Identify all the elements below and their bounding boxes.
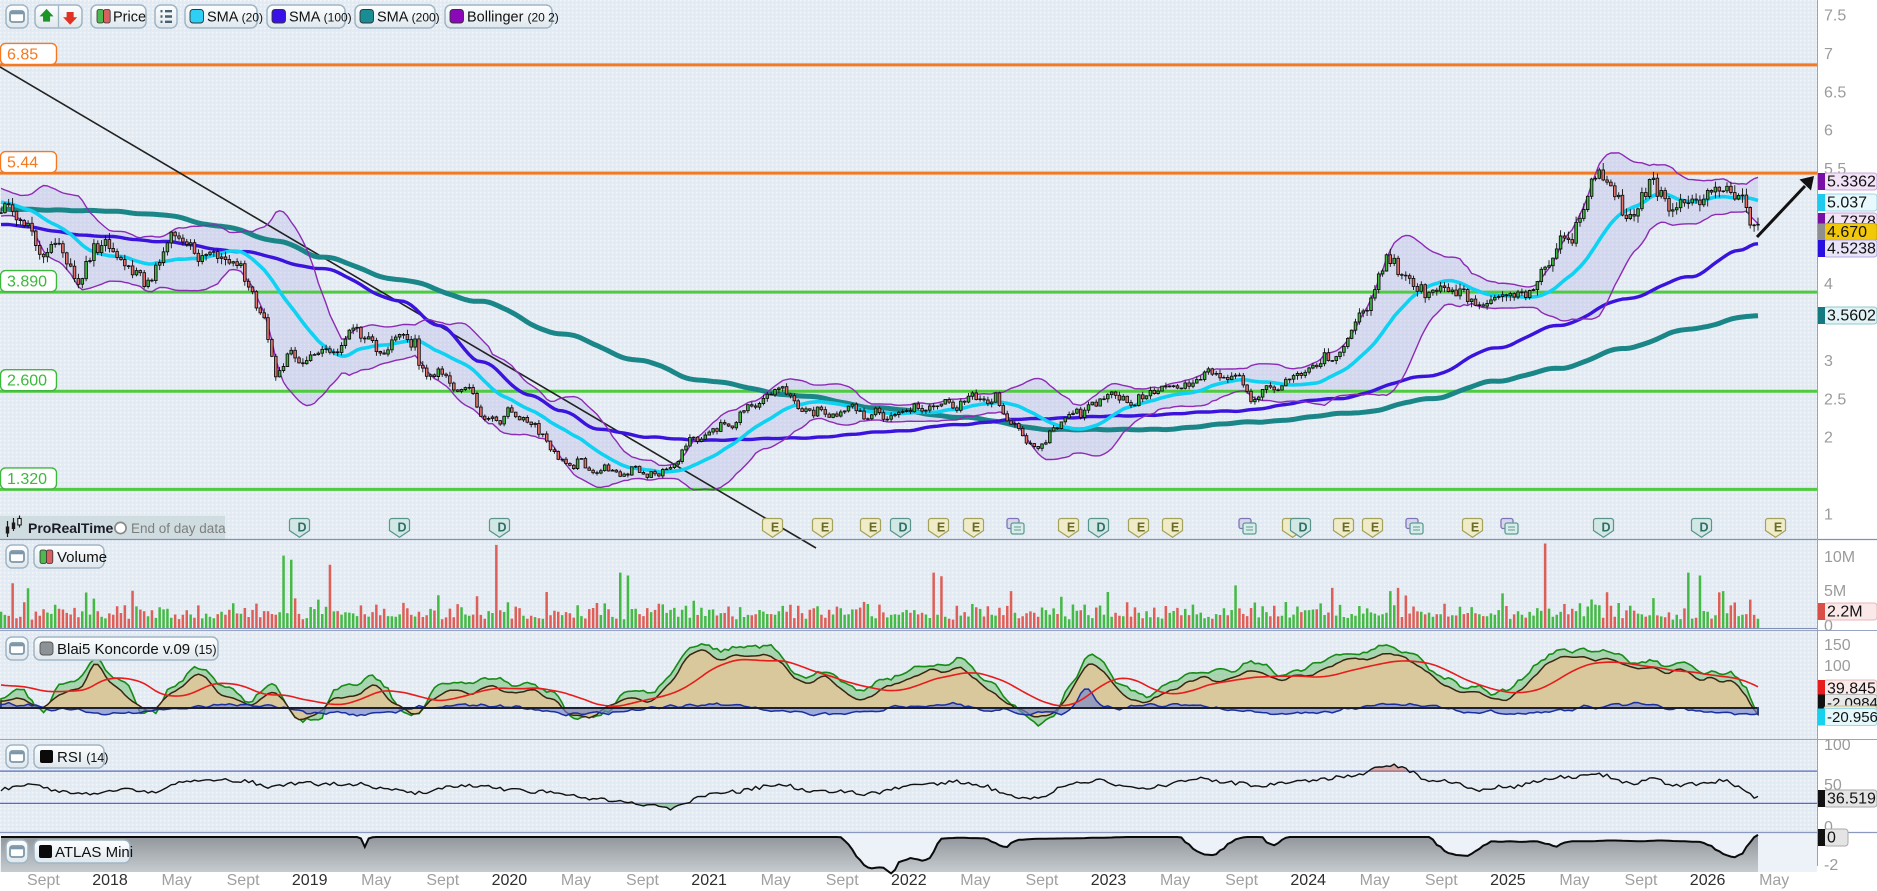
svg-text:5M: 5M xyxy=(1824,583,1846,600)
svg-text:SMA (100): SMA (100) xyxy=(289,10,352,26)
svg-text:SMA (200): SMA (200) xyxy=(377,10,440,26)
svg-text:150: 150 xyxy=(1824,637,1851,654)
svg-text:4: 4 xyxy=(1824,276,1833,293)
svg-text:2020: 2020 xyxy=(492,872,528,889)
svg-text:Price: Price xyxy=(113,10,146,26)
svg-text:1: 1 xyxy=(1824,507,1833,524)
svg-text:E: E xyxy=(771,521,779,535)
svg-text:2.2M: 2.2M xyxy=(1827,604,1863,621)
svg-text:D: D xyxy=(297,521,306,535)
svg-text:May: May xyxy=(960,872,990,889)
svg-text:6: 6 xyxy=(1824,123,1833,140)
svg-text:D: D xyxy=(898,521,907,535)
svg-text:E: E xyxy=(1471,521,1479,535)
svg-text:RSI (14): RSI (14) xyxy=(57,749,108,766)
svg-text:D: D xyxy=(497,521,506,535)
svg-text:May: May xyxy=(1559,872,1589,889)
svg-text:May: May xyxy=(1160,872,1190,889)
svg-text:May: May xyxy=(1360,872,1390,889)
svg-text:D: D xyxy=(1298,521,1307,535)
svg-text:1.320: 1.320 xyxy=(7,471,47,488)
svg-text:Sept: Sept xyxy=(1425,872,1458,889)
svg-text:100: 100 xyxy=(1824,658,1851,675)
svg-text:3.890: 3.890 xyxy=(7,274,47,291)
svg-text:2022: 2022 xyxy=(891,872,927,889)
svg-text:E: E xyxy=(937,521,945,535)
svg-text:May: May xyxy=(361,872,391,889)
svg-text:ATLAS Mini: ATLAS Mini xyxy=(55,844,133,861)
svg-text:2.5: 2.5 xyxy=(1824,391,1846,408)
svg-text:2023: 2023 xyxy=(1091,872,1127,889)
svg-text:5.3362: 5.3362 xyxy=(1827,174,1876,191)
svg-text:D: D xyxy=(397,521,406,535)
svg-text:E: E xyxy=(1137,521,1145,535)
svg-text:May: May xyxy=(1759,872,1789,889)
svg-text:6.85: 6.85 xyxy=(7,46,38,63)
svg-text:0: 0 xyxy=(1827,830,1836,847)
svg-text:End of day data: End of day data xyxy=(131,521,226,536)
svg-text:E: E xyxy=(1067,521,1075,535)
svg-text:ProRealTime: ProRealTime xyxy=(28,520,114,536)
svg-text:4.5238: 4.5238 xyxy=(1827,241,1876,258)
svg-text:E: E xyxy=(972,521,980,535)
svg-text:4.670: 4.670 xyxy=(1827,224,1867,241)
svg-text:E: E xyxy=(821,521,829,535)
svg-text:E: E xyxy=(1342,521,1350,535)
svg-text:39.845: 39.845 xyxy=(1827,681,1876,698)
svg-text:Sept: Sept xyxy=(1025,872,1058,889)
svg-text:100: 100 xyxy=(1824,737,1851,754)
svg-text:Sept: Sept xyxy=(27,872,60,889)
svg-text:D: D xyxy=(1096,521,1105,535)
svg-text:E: E xyxy=(1371,521,1379,535)
svg-text:0: 0 xyxy=(1824,819,1833,836)
svg-text:5.037: 5.037 xyxy=(1827,195,1867,212)
svg-text:E: E xyxy=(1171,521,1179,535)
svg-text:-20.956: -20.956 xyxy=(1827,709,1877,726)
svg-text:2024: 2024 xyxy=(1290,872,1326,889)
svg-text:-2: -2 xyxy=(1824,857,1838,874)
svg-text:10M: 10M xyxy=(1824,549,1855,566)
svg-text:E: E xyxy=(869,521,877,535)
svg-text:Sept: Sept xyxy=(1225,872,1258,889)
svg-text:2026: 2026 xyxy=(1690,872,1726,889)
svg-text:SMA (20): SMA (20) xyxy=(207,10,263,26)
svg-text:36.519: 36.519 xyxy=(1827,791,1876,808)
svg-text:Sept: Sept xyxy=(626,872,659,889)
svg-text:D: D xyxy=(1601,521,1610,535)
svg-text:May: May xyxy=(161,872,191,889)
svg-text:Sept: Sept xyxy=(826,872,859,889)
svg-text:Sept: Sept xyxy=(1625,872,1658,889)
svg-text:May: May xyxy=(561,872,591,889)
svg-text:D: D xyxy=(1699,521,1708,535)
svg-text:Volume: Volume xyxy=(57,549,107,566)
svg-text:3: 3 xyxy=(1824,353,1833,370)
svg-text:6.5: 6.5 xyxy=(1824,84,1846,101)
svg-text:2: 2 xyxy=(1824,430,1833,447)
svg-text:0: 0 xyxy=(1824,618,1833,635)
svg-text:Bollinger (20 2): Bollinger (20 2) xyxy=(467,10,559,26)
svg-text:2021: 2021 xyxy=(691,872,727,889)
svg-text:May: May xyxy=(761,872,791,889)
svg-text:2019: 2019 xyxy=(292,872,328,889)
svg-text:Sept: Sept xyxy=(426,872,459,889)
svg-text:7: 7 xyxy=(1824,46,1833,63)
svg-text:5.44: 5.44 xyxy=(7,155,38,172)
svg-text:E: E xyxy=(1774,521,1782,535)
svg-text:3.5602: 3.5602 xyxy=(1827,308,1876,325)
svg-text:2018: 2018 xyxy=(92,872,128,889)
svg-text:7.5: 7.5 xyxy=(1824,8,1846,25)
svg-text:2025: 2025 xyxy=(1490,872,1526,889)
svg-text:Blai5 Koncorde v.09 (15): Blai5 Koncorde v.09 (15) xyxy=(57,641,217,658)
svg-text:2.600: 2.600 xyxy=(7,373,47,390)
svg-text:Sept: Sept xyxy=(227,872,260,889)
